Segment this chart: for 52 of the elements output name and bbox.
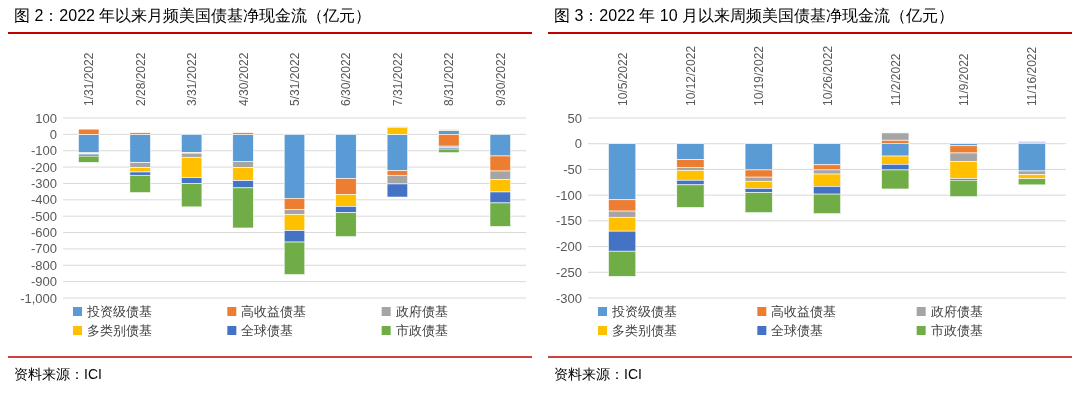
y-tick-label: -100 <box>30 143 57 159</box>
y-tick-label: -500 <box>30 208 57 224</box>
x-tick-label: 9/30/2022 <box>493 52 508 106</box>
legend-label: 投资级债基 <box>86 304 152 319</box>
x-tick-label: 8/31/2022 <box>442 52 457 106</box>
y-tick-label: -100 <box>555 187 582 203</box>
y-tick-label: -200 <box>30 159 57 175</box>
y-tick-label: -250 <box>555 264 582 280</box>
y-tick-label: 0 <box>574 136 582 152</box>
x-tick-label: 10/26/2022 <box>820 45 835 106</box>
y-tick-label: -800 <box>30 257 57 273</box>
y-tick-label: -300 <box>30 175 57 191</box>
legend-label: 政府债基 <box>395 304 448 319</box>
x-tick-label: 10/19/2022 <box>752 45 767 106</box>
y-tick-label: -300 <box>555 290 582 306</box>
text: 资料来源：ICI <box>554 366 642 382</box>
legend-label: 多类别债基 <box>87 323 152 338</box>
x-tick-label: 11/9/2022 <box>957 53 972 106</box>
x-tick-label: 4/30/2022 <box>236 52 251 106</box>
y-tick-label: -50 <box>563 161 582 177</box>
y-tick-label: -200 <box>555 239 582 255</box>
legend-label: 政府债基 <box>930 304 983 319</box>
x-tick-label: 3/31/2022 <box>185 52 200 106</box>
x-tick-label: 11/16/2022 <box>1025 46 1040 106</box>
legend-label: 市政债基 <box>395 323 448 338</box>
y-tick-label: 100 <box>35 110 57 126</box>
legend-label: 高收益债基 <box>241 304 307 319</box>
chart-title: 图 2：2022 年以来月频美国债基净现金流（亿元） <box>14 7 372 24</box>
y-tick-label: -900 <box>30 274 57 290</box>
y-tick-label: 50 <box>567 110 582 126</box>
x-tick-label: 5/31/2022 <box>288 52 302 106</box>
legend-label: 全球债基 <box>241 323 294 338</box>
y-tick-label: -700 <box>30 241 57 257</box>
x-tick-label: 10/5/2022 <box>615 52 630 106</box>
y-tick-label: -400 <box>30 192 57 208</box>
x-tick-label: 10/12/2022 <box>683 45 698 106</box>
legend-label: 多类别债基 <box>612 323 677 338</box>
legend-label: 高收益债基 <box>771 304 837 319</box>
text: 资料来源：ICI <box>14 366 102 382</box>
legend-label: 全球债基 <box>771 323 824 338</box>
x-tick-label: 1/31/2022 <box>82 52 97 106</box>
x-tick-label: 11/2/2022 <box>888 53 903 106</box>
x-tick-label: 2/28/2022 <box>133 52 148 106</box>
y-tick-label: -1,000 <box>20 290 57 306</box>
x-tick-label: 6/30/2022 <box>339 52 354 106</box>
x-tick-label: 7/31/2022 <box>390 52 405 106</box>
y-tick-label: -150 <box>555 213 582 229</box>
legend-label: 投资级债基 <box>611 304 677 319</box>
y-tick-label: -600 <box>30 225 57 241</box>
chart-title: 图 3：2022 年 10 月以来周频美国债基净现金流（亿元） <box>554 7 955 24</box>
y-tick-label: 0 <box>49 126 57 142</box>
legend-label: 市政债基 <box>930 323 983 338</box>
